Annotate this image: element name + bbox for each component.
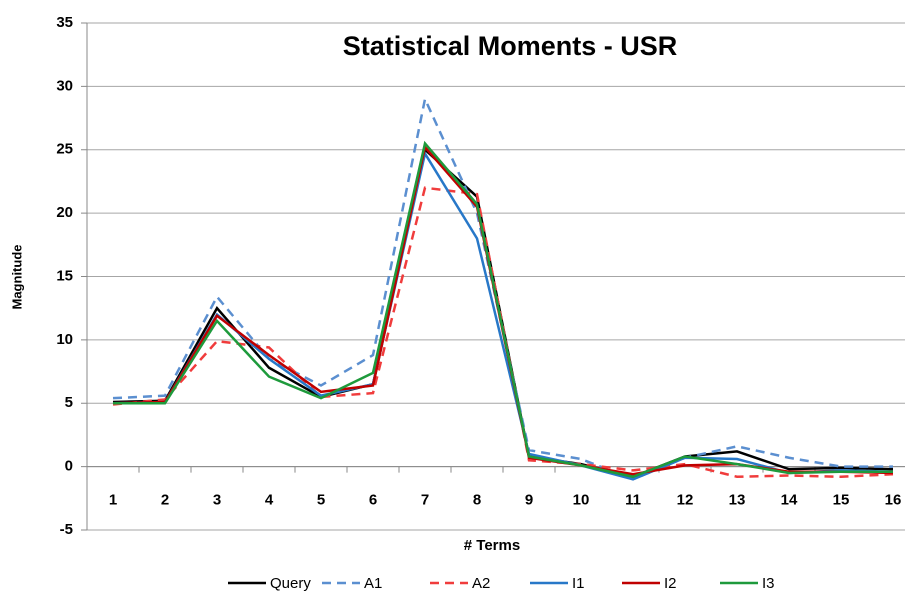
y-tick-label: 30	[56, 77, 73, 94]
legend-label: Query	[270, 575, 311, 592]
x-tick-label: 11	[625, 492, 641, 509]
x-tick-label: 15	[833, 492, 850, 509]
x-tick-label: 16	[885, 492, 902, 509]
y-axis-label: Magnitude	[9, 245, 24, 310]
x-tick-label: 13	[729, 492, 746, 509]
x-tick-label: 7	[421, 492, 429, 509]
series-line	[112, 150, 894, 481]
x-tick-label: 8	[473, 492, 481, 509]
x-tick-label: 14	[781, 492, 798, 509]
x-tick-label: 9	[525, 492, 533, 509]
y-tick-label: 20	[56, 204, 73, 221]
legend-label: I1	[572, 575, 585, 592]
x-tick-label: 6	[369, 492, 377, 509]
series-line	[112, 95, 893, 481]
x-axis-label: # Terms	[464, 537, 520, 554]
y-tick-label: 10	[56, 331, 73, 348]
x-tick-label: 2	[161, 492, 169, 509]
x-tick-label: 3	[213, 492, 221, 509]
x-tick-label: 4	[265, 492, 274, 509]
y-tick-label: 0	[65, 458, 73, 475]
y-tick-label: 35	[56, 14, 73, 31]
chart-title: Statistical Moments - USR	[343, 31, 678, 61]
y-tick-label: 15	[56, 267, 73, 284]
x-tick-label: 10	[573, 492, 590, 509]
x-tick-label: 1	[109, 492, 117, 509]
legend-label: I2	[664, 575, 677, 592]
x-tick-label: 12	[677, 492, 694, 509]
y-tick-label: -5	[60, 521, 73, 538]
series-line	[113, 140, 893, 479]
y-tick-label: 5	[65, 394, 73, 411]
y-tick-label: 25	[56, 141, 73, 158]
legend-label: A2	[472, 575, 490, 592]
legend-label: I3	[762, 575, 775, 592]
x-tick-label: 5	[317, 492, 325, 509]
legend-label: A1	[364, 575, 382, 592]
